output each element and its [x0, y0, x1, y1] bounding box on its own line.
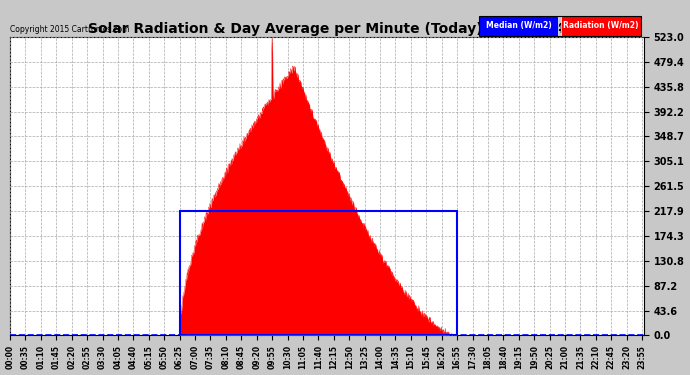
Bar [179, 211, 457, 336]
Text: Copyright 2015 Cartronics.com: Copyright 2015 Cartronics.com [10, 25, 130, 34]
FancyBboxPatch shape [479, 16, 558, 36]
Text: Radiation (W/m2): Radiation (W/m2) [563, 21, 639, 30]
Title: Solar Radiation & Day Average per Minute (Today) 20151104: Solar Radiation & Day Average per Minute… [88, 22, 566, 36]
FancyBboxPatch shape [562, 16, 641, 36]
Text: Median (W/m2): Median (W/m2) [486, 21, 551, 30]
